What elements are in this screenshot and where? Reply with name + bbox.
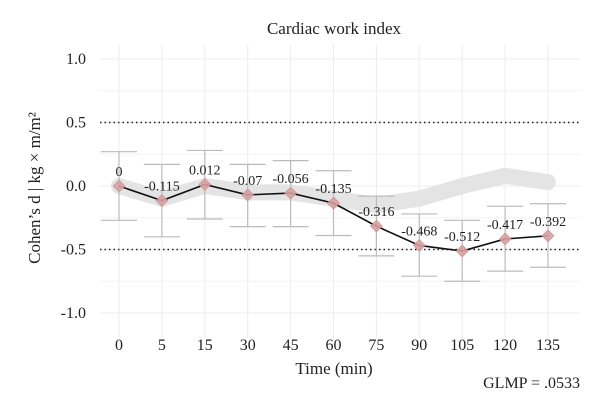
x-tick-label: 45	[283, 337, 299, 354]
data-point	[241, 188, 255, 202]
data-point	[369, 219, 383, 233]
data-point	[155, 194, 169, 208]
chart-title: Cardiac work index	[267, 19, 402, 38]
x-tick-label: 90	[411, 337, 427, 354]
data-point	[455, 244, 469, 258]
x-tick-label: 5	[158, 337, 166, 354]
data-point	[284, 186, 298, 200]
y-tick-labels: 1.0 0.5 0.0 -0.5 -1.0	[61, 51, 86, 322]
x-axis-label: Time (min)	[295, 359, 372, 378]
data-point	[112, 179, 126, 193]
reference-lines	[100, 121, 580, 251]
data-label: 0	[116, 165, 123, 180]
y-axis-label: Cohen’s d | kg × m/m²	[25, 112, 44, 264]
data-point	[541, 229, 555, 243]
x-tick-labels: 0 5 15 30 45 60 75 90 105 120 135	[115, 337, 560, 354]
x-tick-label: 30	[240, 337, 256, 354]
data-point	[198, 178, 212, 191]
x-tick-label: 120	[493, 337, 517, 354]
data-label: -0.512	[444, 230, 480, 245]
x-tick-label: 15	[197, 337, 213, 354]
data-label: 0.012	[189, 163, 221, 178]
error-bars	[101, 149, 566, 282]
x-tick-label: 60	[326, 337, 342, 354]
x-tick-label: 0	[115, 337, 123, 354]
data-label: -0.115	[144, 180, 180, 195]
data-point	[498, 232, 512, 246]
data-label: -0.316	[358, 205, 394, 220]
x-tick-label: 135	[536, 337, 560, 354]
y-tick-label: 0.5	[66, 115, 86, 132]
data-point	[412, 239, 426, 252]
data-label: -0.135	[315, 182, 351, 197]
data-label: -0.468	[401, 224, 437, 239]
data-label: -0.07	[233, 174, 262, 189]
y-tick-label: 0.0	[66, 178, 86, 195]
glmp-annotation: GLMP = .0533	[483, 375, 580, 392]
data-label: -0.056	[273, 172, 309, 187]
x-tick-label: 105	[450, 337, 474, 354]
data-labels: 0 -0.115 0.012 -0.07 -0.056 -0.135 -0.316 -0.46…	[116, 163, 567, 245]
data-point	[327, 196, 340, 210]
x-tick-label: 75	[368, 337, 384, 354]
y-tick-label: -1.0	[61, 305, 86, 322]
y-tick-label: 1.0	[66, 51, 86, 68]
data-markers	[112, 178, 555, 258]
y-tick-label: -0.5	[61, 242, 86, 259]
data-label: -0.417	[487, 218, 523, 233]
data-label: -0.392	[530, 215, 566, 230]
